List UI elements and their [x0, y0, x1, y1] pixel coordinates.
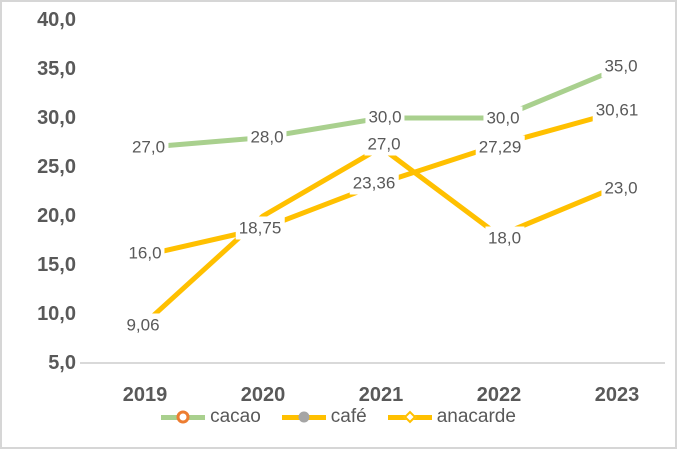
data-label-cacao: 27,0: [128, 135, 169, 159]
data-label-anacarde: 18,0: [484, 226, 525, 250]
cafe-line-sample: [281, 411, 326, 423]
legend-label-cafe: café: [330, 406, 367, 427]
y-tick-label: 5,0: [48, 352, 76, 374]
y-tick-label: 25,0: [37, 156, 76, 178]
y-tick-label: 20,0: [37, 205, 76, 227]
legend-label-cacao: cacao: [210, 406, 261, 427]
legend-item-anacarde: anacarde: [387, 405, 516, 429]
legend-label-anacarde: anacarde: [436, 406, 516, 427]
data-label-anacarde: 27,0: [364, 132, 404, 156]
y-tick-label: 30,0: [37, 107, 76, 129]
anacarde-line-sample: [387, 410, 432, 424]
data-label-café: 16,0: [125, 241, 165, 265]
data-label-café: 27,29: [475, 135, 525, 159]
data-label-cacao: 28,0: [247, 125, 287, 149]
data-label-anacarde: 9,06: [123, 313, 163, 337]
data-label-cacao: 30,0: [365, 105, 405, 129]
data-label-café: 23,36: [349, 171, 399, 195]
chart-legend: cacao café anacarde: [2, 405, 675, 429]
anacarde-diamond-marker-icon: [403, 410, 417, 424]
cacao-line-sample: [161, 410, 206, 424]
data-label-café: 30,61: [592, 98, 642, 122]
data-label-cacao: 30,0: [483, 106, 523, 129]
x-tick-label: 2019: [122, 384, 168, 406]
y-tick-label: 15,0: [37, 254, 76, 276]
cacao-circle-marker-icon: [176, 410, 190, 424]
y-tick-label: 40,0: [37, 9, 76, 31]
data-label-anacarde: 23,0: [601, 176, 641, 200]
legend-item-cacao: cacao: [161, 405, 261, 429]
data-label-cacao: 35,0: [601, 54, 641, 77]
x-tick-label: 2022: [476, 384, 522, 406]
cafe-circle-marker-icon: [298, 411, 310, 423]
data-label-café: 18,75: [235, 216, 285, 240]
x-axis-line: [80, 362, 665, 364]
y-tick-label: 35,0: [37, 58, 76, 80]
x-tick-label: 2021: [358, 384, 404, 406]
x-tick-label: 2020: [240, 384, 286, 406]
y-tick-label: 10,0: [37, 303, 76, 325]
x-tick-label: 2023: [594, 384, 640, 406]
legend-item-cafe: café: [281, 405, 367, 429]
